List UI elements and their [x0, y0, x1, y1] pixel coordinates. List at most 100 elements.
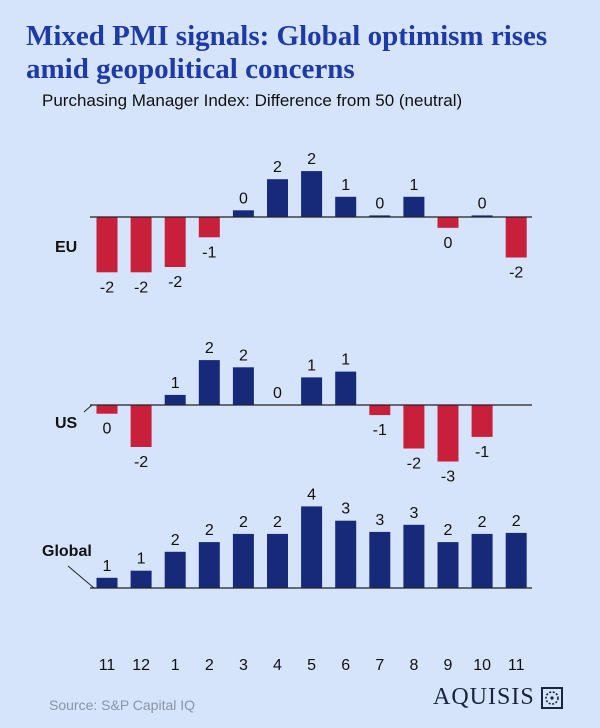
brand-logo: AQUISIS — [433, 684, 563, 711]
us-value-label-10: -3 — [441, 469, 455, 486]
eu-value-label-8: 0 — [375, 195, 384, 212]
us-leader-line — [83, 404, 93, 413]
us-value-label-5: 0 — [273, 385, 282, 402]
eu-value-label-7: 1 — [341, 177, 350, 194]
eu-value-label-5: 2 — [273, 159, 282, 176]
us-bar-1 — [130, 405, 152, 447]
global-bar-1 — [130, 570, 152, 588]
x-tick-label-12: 11 — [508, 657, 525, 674]
x-tick-label-0: 11 — [99, 657, 116, 674]
global-bar-7 — [335, 520, 357, 588]
eu-value-label-10: 0 — [444, 235, 453, 252]
x-tick-label-8: 7 — [375, 657, 384, 674]
us-value-label-2: 1 — [171, 375, 180, 392]
us-bar-11 — [471, 405, 493, 437]
eu-value-label-4: 0 — [239, 190, 248, 207]
eu-value-label-11: 0 — [478, 195, 487, 212]
global-bar-4 — [232, 533, 254, 588]
us-bar-2 — [164, 394, 186, 405]
x-tick-label-10: 9 — [444, 657, 453, 674]
global-value-label-8: 3 — [375, 512, 384, 529]
x-tick-label-1: 12 — [132, 657, 150, 674]
global-value-label-12: 2 — [512, 513, 521, 530]
global-leader-line — [67, 565, 95, 589]
global-value-label-4: 2 — [239, 514, 248, 531]
us-value-label-1: -2 — [134, 454, 148, 471]
us-bar-6 — [301, 377, 323, 405]
eu-bar-11 — [471, 215, 493, 217]
brand-emblem-icon — [540, 686, 563, 709]
us-bar-4 — [232, 367, 254, 405]
x-tick-label-4: 3 — [239, 657, 248, 674]
global-bar-10 — [437, 542, 459, 588]
global-bar-12 — [505, 532, 527, 588]
x-tick-label-11: 10 — [473, 657, 491, 674]
eu-bar-7 — [335, 196, 357, 218]
eu-bar-12 — [505, 217, 527, 258]
eu-bar-9 — [403, 196, 425, 218]
eu-bar-1 — [130, 217, 152, 273]
eu-value-label-3: -1 — [202, 244, 216, 261]
us-value-label-4: 2 — [239, 347, 248, 364]
global-bar-8 — [369, 531, 391, 588]
global-value-label-10: 2 — [444, 522, 453, 539]
global-bar-5 — [267, 533, 288, 588]
us-value-label-3: 2 — [205, 340, 214, 357]
chart-title: Mixed PMI signals: Global optimism rises… — [26, 20, 548, 85]
us-bar-0 — [96, 405, 118, 414]
us-bar-7 — [335, 371, 357, 405]
us-bar-10 — [437, 405, 459, 462]
global-bar-0 — [96, 577, 118, 588]
eu-bar-2 — [164, 217, 186, 267]
us-value-label-0: 0 — [103, 421, 112, 438]
eu-bar-5 — [267, 179, 288, 217]
x-tick-label-5: 4 — [273, 657, 282, 674]
x-tick-label-2: 1 — [171, 657, 180, 674]
us-bar-3 — [198, 360, 220, 406]
us-bar-8 — [369, 405, 391, 416]
eu-bar-0 — [96, 217, 118, 273]
global-bar-2 — [164, 551, 186, 588]
eu-bar-8 — [369, 215, 391, 217]
global-value-label-3: 2 — [205, 522, 214, 539]
global-bar-3 — [198, 542, 220, 588]
x-tick-label-7: 6 — [341, 657, 350, 674]
global-value-label-11: 2 — [478, 514, 487, 531]
subtitle-label: Purchasing Manager Index: — [42, 91, 250, 110]
us-value-label-9: -2 — [407, 456, 421, 473]
source-note: Source: S&P Capital IQ — [49, 697, 196, 713]
eu-value-label-2: -2 — [168, 274, 182, 291]
global-value-label-6: 4 — [307, 486, 316, 503]
us-value-label-11: -1 — [475, 444, 489, 461]
global-value-label-9: 3 — [409, 505, 418, 522]
global-value-label-5: 2 — [273, 514, 282, 531]
us-value-label-8: -1 — [373, 422, 387, 439]
eu-bar-6 — [301, 171, 323, 217]
x-tick-label-9: 8 — [409, 657, 418, 674]
eu-bar-3 — [198, 217, 220, 238]
chart-subtitle: Purchasing Manager Index: Difference fro… — [42, 91, 462, 111]
subtitle-text: Difference from 50 (neutral) — [254, 91, 463, 110]
global-bar-6 — [301, 506, 323, 588]
eu-bar-10 — [437, 217, 459, 228]
eu-value-label-1: -2 — [134, 279, 148, 296]
global-value-label-1: 1 — [137, 551, 146, 568]
us-bar-9 — [403, 405, 425, 449]
eu-value-label-9: 1 — [409, 177, 418, 194]
eu-value-label-12: -2 — [509, 265, 523, 282]
x-tick-label-3: 2 — [205, 657, 214, 674]
us-series-label: US — [55, 415, 78, 432]
global-bar-9 — [403, 524, 425, 588]
eu-bar-4 — [232, 210, 254, 218]
global-value-label-0: 1 — [103, 558, 112, 575]
us-value-label-7: 1 — [341, 352, 350, 369]
brand-name: AQUISIS — [433, 684, 535, 710]
global-value-label-2: 2 — [171, 532, 180, 549]
x-tick-label-6: 5 — [307, 657, 316, 674]
global-bar-11 — [471, 533, 493, 588]
eu-value-label-6: 2 — [307, 151, 316, 168]
eu-value-label-0: -2 — [100, 279, 114, 296]
global-series-label: Global — [42, 543, 92, 560]
eu-series-label: EU — [55, 239, 77, 256]
